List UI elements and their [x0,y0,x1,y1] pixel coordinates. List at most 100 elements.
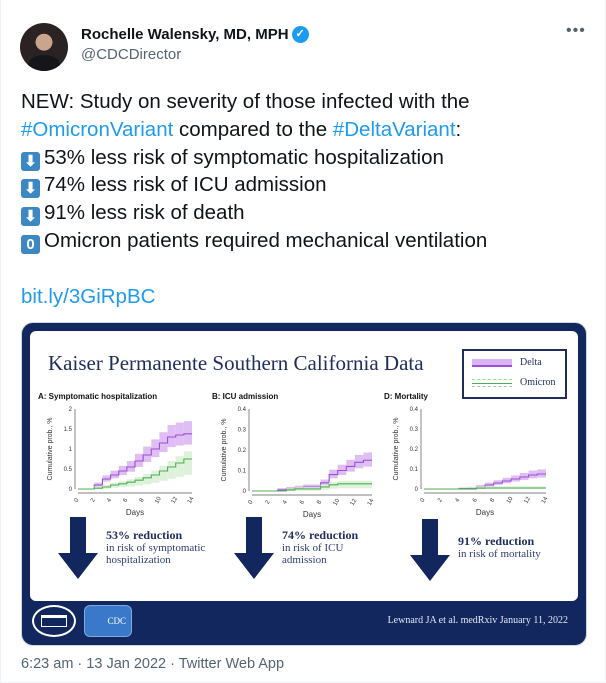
chart-title: D: Mortality [384,392,429,401]
reduction-a: 53% reduction in risk of symptomatic hospi… [106,529,205,566]
citation: Lewnard JA et al. medRxiv January 11, 20… [387,615,568,626]
omicron-ci-band [354,480,364,489]
tweet-link[interactable]: bit.ly/3GiRpBC [21,285,156,308]
omicron-line [78,458,192,490]
delta-ci-band [143,446,152,462]
tweet-timestamp: 6:23 am · 13 Jan 2022 · Twitter Web App [21,656,284,672]
omicron-ci-band [135,476,144,486]
y-tick-label: 0.3 [410,427,419,433]
chart-title: A: Symptomatic hospitalization [38,392,157,401]
down-arrow-icon [58,517,98,579]
x-tick-label: 10 [154,496,163,505]
delta-ci-band [363,452,372,467]
x-tick-label: 8 [489,497,496,503]
verified-badge-icon: ✓ [291,26,309,43]
x-tick-label: 6 [472,497,479,503]
x-tick-label: 0 [248,499,255,505]
author-name-text: Rochelle Walensky, MD, MPH [81,26,289,43]
legend-omicron-label: Omicron [520,377,556,388]
bullet-text: 91% less risk of death [44,201,245,225]
omicron-ci-band [126,479,135,487]
x-tick-label: 10 [333,498,342,507]
y-axis-label: Cumulative prob., % [47,417,54,480]
y-tick-label: 1.5 [64,427,73,433]
delta-ci-band [354,454,364,469]
separator: · [73,656,87,672]
y-tick-label: 2 [69,407,73,413]
y-tick-label: 0 [69,487,73,493]
y-tick-label: 1 [69,447,73,453]
y-tick-label: 0 [415,487,419,493]
author-name[interactable]: Rochelle Walensky, MD, MPH ✓ [81,26,309,43]
y-axis-label: Cumulative prob., % [221,418,228,481]
bullet-text: Omicron patients required mechanical ven… [44,228,488,252]
author-handle[interactable]: @CDCDirector [81,46,182,63]
omicron-ci-band [467,486,477,489]
x-axis-label: Days [476,508,494,517]
x-tick-label: 8 [139,497,146,503]
bullet-line: ⬇ 91% less risk of death [21,199,591,227]
y-tick-label: 0.2 [238,448,247,454]
more-options-icon[interactable]: ••• [566,22,586,39]
omicron-ci-band [183,451,192,475]
omicron-line [252,483,372,492]
down-arrow-icon: ⬇ [21,207,40,227]
hashtag-delta[interactable]: #DeltaVariant [332,117,456,141]
reduction-pct: 91% reduction [458,534,535,548]
bullet-text: 53% less risk of symptomatic hospitaliza… [44,145,444,169]
reduction-d: 91% reduction in risk of mortality [458,535,541,560]
tweet-mid: compared to the [173,117,333,141]
delta-ci-band [118,465,127,476]
x-tick-label: 12 [523,496,532,505]
cdc-logo: CDC [84,605,132,637]
omicron-ci-band [151,470,160,483]
x-tick-label: 8 [316,499,323,505]
tweet-colon: : [455,117,462,141]
x-tick-label: 0 [420,497,427,503]
data-panel: Kaiser Permanente Southern California Da… [30,331,578,601]
y-tick-label: 0.4 [238,407,247,413]
bullet-line: ⬇ 74% less risk of ICU admission [21,171,591,199]
x-axis-label: Days [303,510,321,519]
y-axis-label: Cumulative prob., % [393,417,400,480]
omicron-ci-band [175,456,184,477]
omicron-ci-band [458,486,468,489]
tweet-source[interactable]: Twitter Web App [178,656,285,672]
chart-title: B: ICU admission [212,392,278,401]
omicron-ci-band [346,480,355,489]
x-tick-label: 0 [74,497,81,503]
hashtag-omicron[interactable]: #OmicronVariant [21,117,174,141]
legend-omicron-swatch [472,378,512,387]
reduction-pct: 74% reduction [282,528,359,542]
legend-omicron: Omicron [472,377,556,388]
reduction-desc: hospitalization [106,554,171,566]
tweet-media-image[interactable]: Kaiser Permanente Southern California Da… [21,322,587,646]
x-tick-label: 2 [90,497,97,503]
x-axis-label: Days [126,508,144,517]
legend-delta-label: Delta [520,357,542,368]
legend-delta-swatch [472,358,512,367]
separator: · [166,656,179,672]
down-arrow-icon [410,519,450,581]
avatar[interactable] [20,23,68,71]
reduction-desc: in risk of mortality [458,548,541,560]
white-house-seal-icon [32,605,76,637]
x-tick-label: 6 [299,499,306,505]
x-tick-label: 12 [350,498,359,507]
delta-ci-band [337,464,347,476]
delta-ci-band [135,453,144,467]
media-title: Kaiser Permanente Southern California Da… [48,351,424,375]
x-tick-label: 2 [437,497,444,503]
x-tick-label: 6 [123,497,130,503]
delta-ci-band [175,422,184,446]
reduction-desc: admission [282,554,327,566]
tweet-date[interactable]: 13 Jan 2022 [86,656,167,672]
delta-ci-band [183,421,192,445]
tweet-intro: NEW: Study on severity of those infected… [21,90,470,113]
tweet-time[interactable]: 6:23 am [21,656,74,672]
delta-ci-band [151,439,160,457]
delta-ci-band [346,459,355,472]
omicron-line [424,487,546,490]
omicron-ci-band [363,480,372,489]
